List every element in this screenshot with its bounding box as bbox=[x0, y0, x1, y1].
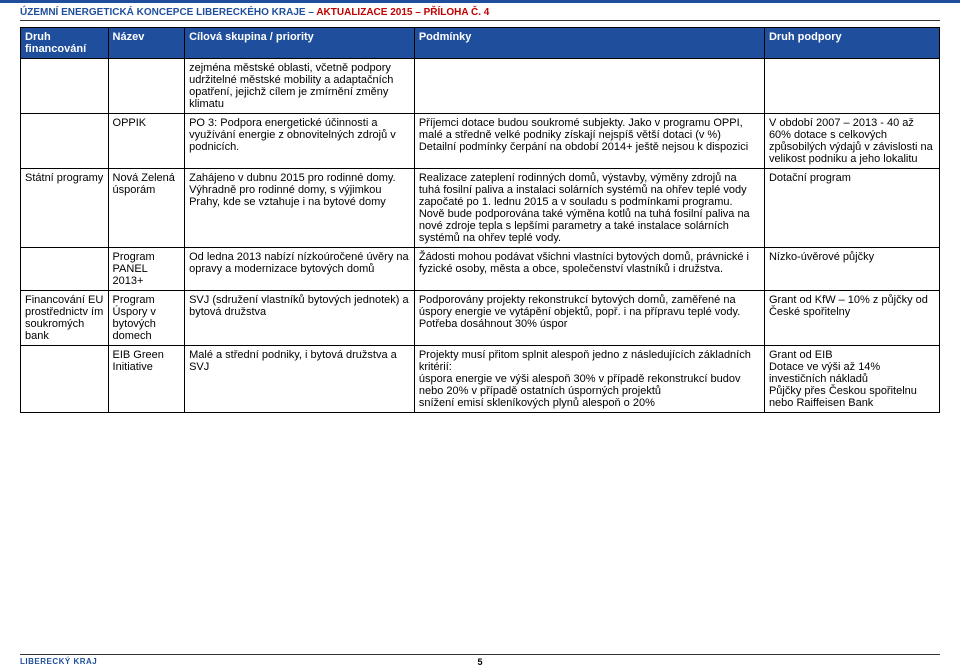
cell-skupina: Malé a střední podniky, i bytová družstv… bbox=[185, 346, 415, 413]
cell-podminky bbox=[414, 59, 764, 114]
cell-druh bbox=[21, 114, 109, 169]
footer-region: LIBERECKÝ KRAJ bbox=[20, 657, 97, 666]
table-row: zejména městské oblasti, včetně podpory … bbox=[21, 59, 940, 114]
footer-page-number: 5 bbox=[477, 657, 482, 667]
table-row: Financování EU prostřednictv ím soukromý… bbox=[21, 291, 940, 346]
col-header-podminky: Podmínky bbox=[414, 28, 764, 59]
cell-nazev bbox=[108, 59, 185, 114]
cell-nazev: OPPIK bbox=[108, 114, 185, 169]
table-header-row: Druh financování Název Cílová skupina / … bbox=[21, 28, 940, 59]
cell-podpory: V období 2007 – 2013 - 40 až 60% dotace … bbox=[764, 114, 939, 169]
cell-podminky: Realizace zateplení rodinných domů, výst… bbox=[414, 169, 764, 248]
header-title-left: ÚZEMNÍ ENERGETICKÁ KONCEPCE LIBERECKÉHO … bbox=[20, 7, 316, 18]
col-header-cilova-skupina: Cílová skupina / priority bbox=[185, 28, 415, 59]
table-row: Státní programy Nová Zelená úsporám Zahá… bbox=[21, 169, 940, 248]
cell-podpory: Grant od KfW – 10% z půjčky od České spo… bbox=[764, 291, 939, 346]
col-header-druh-podpory: Druh podpory bbox=[764, 28, 939, 59]
cell-podpory bbox=[764, 59, 939, 114]
cell-skupina: Od ledna 2013 nabízí nízkoúročené úvěry … bbox=[185, 248, 415, 291]
cell-podminky: Žádosti mohou podávat všichni vlastníci … bbox=[414, 248, 764, 291]
header-title-right: AKTUALIZACE 2015 – PŘÍLOHA Č. 4 bbox=[316, 7, 489, 18]
cell-druh bbox=[21, 59, 109, 114]
table-body: zejména městské oblasti, včetně podpory … bbox=[21, 59, 940, 413]
cell-podpory: Grant od EIBDotace ve výši až 14% invest… bbox=[764, 346, 939, 413]
cell-skupina: PO 3: Podpora energetické účinnosti a vy… bbox=[185, 114, 415, 169]
cell-podminky: Podporovány projekty rekonstrukcí bytový… bbox=[414, 291, 764, 346]
cell-podpory: Dotační program bbox=[764, 169, 939, 248]
cell-podpory: Nízko-úvěrové půjčky bbox=[764, 248, 939, 291]
cell-nazev: Program Úspory v bytových domech bbox=[108, 291, 185, 346]
cell-druh bbox=[21, 248, 109, 291]
cell-druh: Financování EU prostřednictv ím soukromý… bbox=[21, 291, 109, 346]
cell-skupina: SVJ (sdružení vlastníků bytových jednote… bbox=[185, 291, 415, 346]
cell-druh bbox=[21, 346, 109, 413]
funding-table: Druh financování Název Cílová skupina / … bbox=[20, 27, 940, 413]
cell-nazev: Program PANEL 2013+ bbox=[108, 248, 185, 291]
cell-nazev: Nová Zelená úsporám bbox=[108, 169, 185, 248]
table-head: Druh financování Název Cílová skupina / … bbox=[21, 28, 940, 59]
table-row: OPPIK PO 3: Podpora energetické účinnost… bbox=[21, 114, 940, 169]
col-header-druh-financovani: Druh financování bbox=[21, 28, 109, 59]
col-header-nazev: Název bbox=[108, 28, 185, 59]
cell-skupina: Zahájeno v dubnu 2015 pro rodinné domy. … bbox=[185, 169, 415, 248]
header-rule bbox=[20, 20, 940, 21]
document-header: ÚZEMNÍ ENERGETICKÁ KONCEPCE LIBERECKÉHO … bbox=[0, 3, 960, 20]
cell-podminky: Příjemci dotace budou soukromé subjekty.… bbox=[414, 114, 764, 169]
table-row: Program PANEL 2013+ Od ledna 2013 nabízí… bbox=[21, 248, 940, 291]
cell-podminky: Projekty musí přitom splnit alespoň jedn… bbox=[414, 346, 764, 413]
cell-nazev: EIB Green Initiative bbox=[108, 346, 185, 413]
page-footer: LIBERECKÝ KRAJ 5 bbox=[20, 654, 940, 666]
cell-skupina: zejména městské oblasti, včetně podpory … bbox=[185, 59, 415, 114]
cell-druh: Státní programy bbox=[21, 169, 109, 248]
table-row: EIB Green Initiative Malé a střední podn… bbox=[21, 346, 940, 413]
